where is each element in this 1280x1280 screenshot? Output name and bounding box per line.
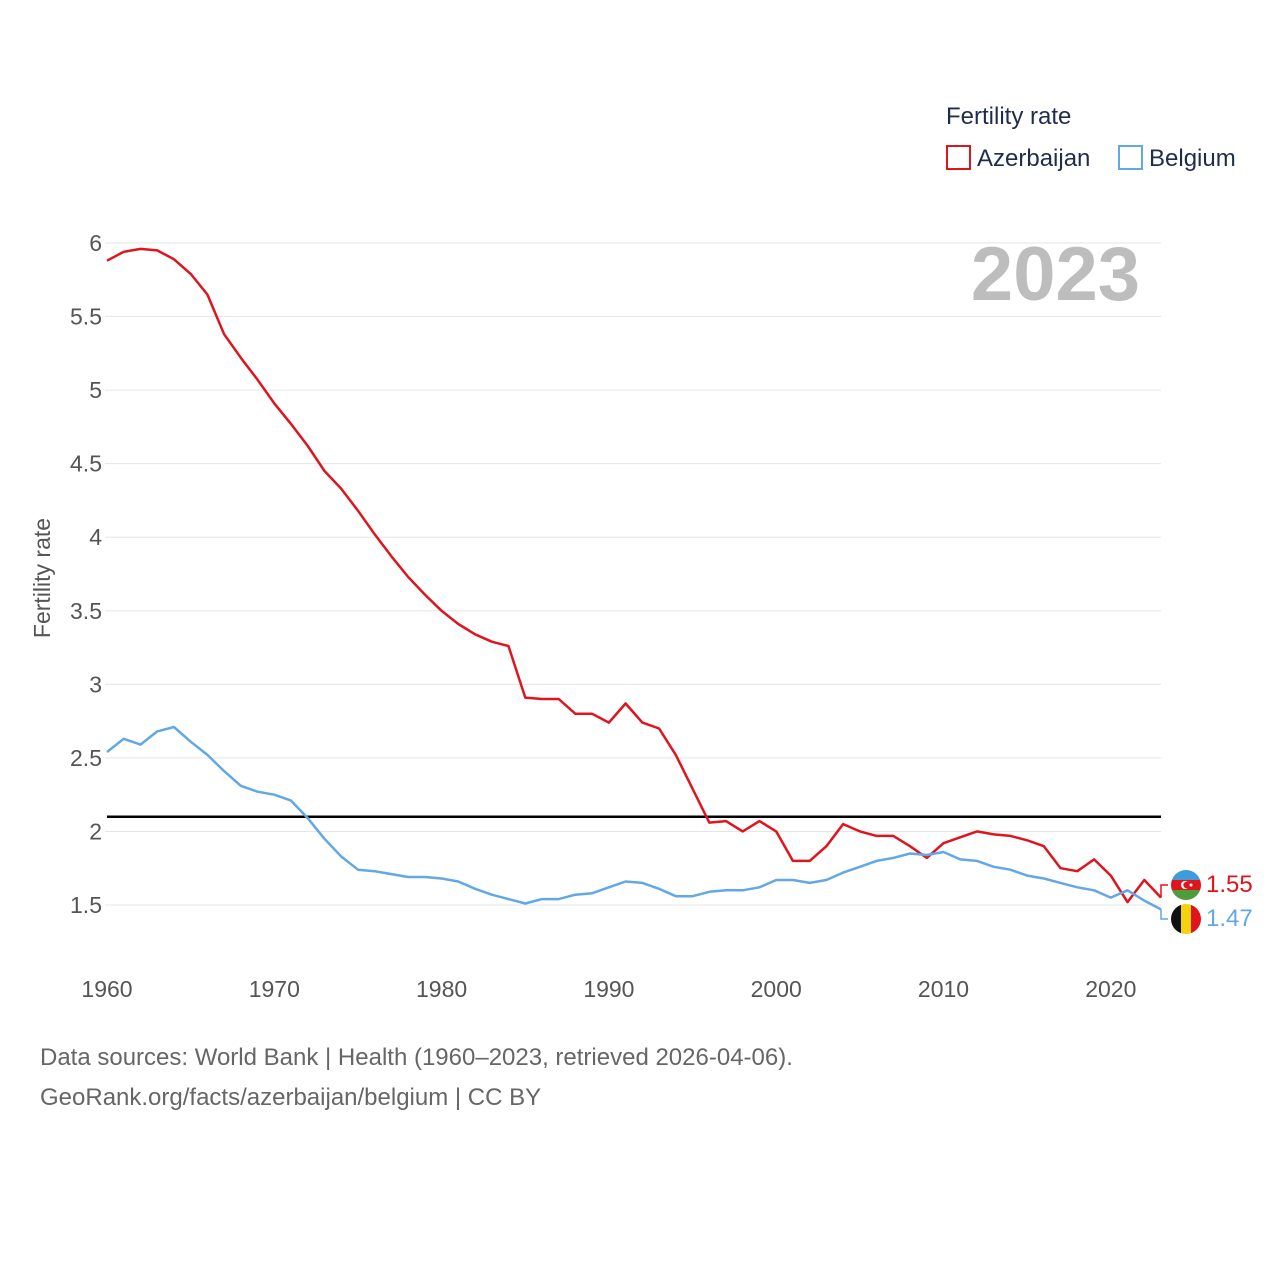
- y-tick-label: 4.5: [70, 451, 102, 477]
- x-tick-label: 2020: [1085, 976, 1136, 1002]
- x-tick-label: 1970: [249, 976, 300, 1002]
- series-lines: [106, 247, 1162, 911]
- y-axis-title: Fertility rate: [29, 518, 55, 638]
- azerbaijan-connector: [1160, 884, 1168, 898]
- y-tick-label: 3.5: [70, 598, 102, 624]
- x-axis-ticks: 1960 1970 1980 1990 2000 2010 2020: [81, 976, 1136, 1002]
- gridlines: [105, 242, 1161, 906]
- footer-sources: Data sources: World Bank | Health (1960–…: [40, 1044, 793, 1071]
- y-tick-label: 3: [89, 671, 102, 697]
- legend-label-azerbaijan: Azerbaijan: [977, 145, 1090, 172]
- x-tick-label: 1980: [416, 976, 467, 1002]
- y-tick-label: 6: [89, 230, 102, 256]
- x-tick-label: 1960: [81, 976, 132, 1002]
- y-axis-ticks: 1.5 2 2.5 3 3.5 4 4.5 5 5.5 6: [70, 230, 102, 918]
- y-tick-label: 2.5: [70, 745, 102, 771]
- end-markers: [1160, 884, 1168, 920]
- legend-swatch-belgium: [1118, 145, 1143, 170]
- footer-credit[interactable]: GeoRank.org/facts/azerbaijan/belgium | C…: [40, 1084, 542, 1111]
- belgium-end-value: 1.47: [1206, 905, 1253, 932]
- azerbaijan-flag-icon: [1171, 870, 1201, 900]
- belgium-series-line: [106, 725, 1162, 911]
- y-tick-label: 4: [89, 524, 102, 550]
- y-tick-label: 5.5: [70, 304, 102, 330]
- azerbaijan-series-line: [106, 247, 1162, 904]
- belgium-connector: [1160, 909, 1168, 920]
- legend-item-belgium[interactable]: Belgium: [1118, 145, 1236, 172]
- x-tick-label: 2010: [918, 976, 969, 1002]
- x-tick-label: 1990: [583, 976, 634, 1002]
- y-tick-label: 2: [89, 818, 102, 844]
- azerbaijan-end-value: 1.55: [1206, 871, 1253, 898]
- y-tick-label: 1.5: [70, 892, 102, 918]
- y-tick-label: 5: [89, 377, 102, 403]
- legend-item-azerbaijan[interactable]: Azerbaijan: [946, 145, 1090, 172]
- belgium-flag-icon: [1171, 904, 1201, 934]
- legend-label-belgium: Belgium: [1149, 145, 1236, 172]
- legend-swatch-azerbaijan: [946, 145, 971, 170]
- x-tick-label: 2000: [751, 976, 802, 1002]
- year-label: 2023: [971, 232, 1140, 317]
- legend-title: Fertility rate: [946, 103, 1071, 130]
